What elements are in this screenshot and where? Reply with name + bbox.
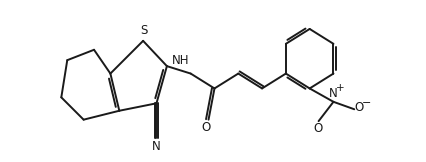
- Text: N: N: [329, 87, 338, 100]
- Text: O: O: [201, 121, 211, 134]
- Text: N: N: [152, 140, 161, 153]
- Text: +: +: [336, 83, 344, 93]
- Text: NH: NH: [172, 54, 189, 67]
- Text: S: S: [140, 24, 148, 37]
- Text: O: O: [313, 122, 322, 135]
- Text: O: O: [355, 101, 364, 114]
- Text: −: −: [362, 98, 371, 108]
